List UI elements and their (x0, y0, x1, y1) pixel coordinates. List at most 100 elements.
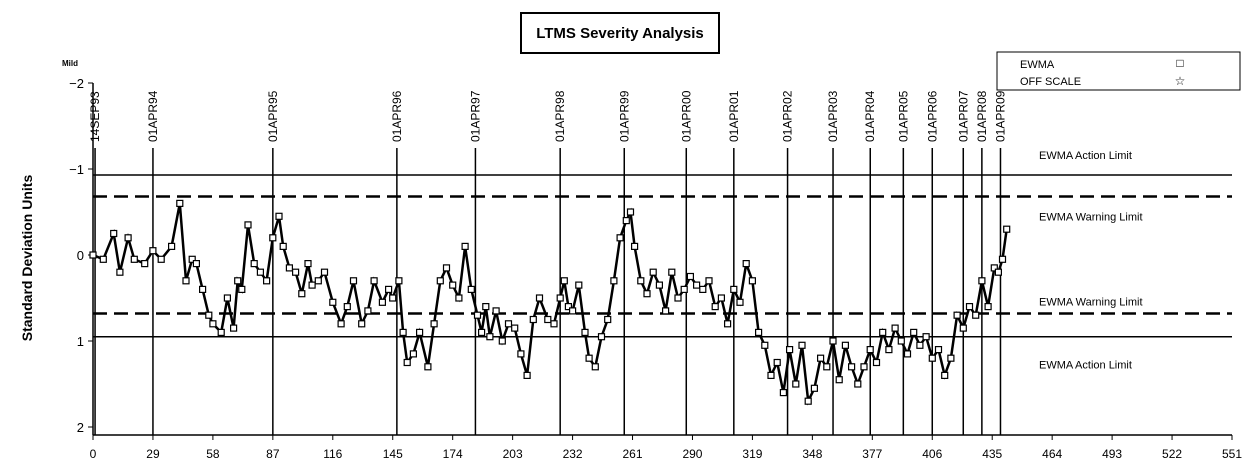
x-tick-label: 87 (266, 447, 280, 461)
ewma-point (965, 303, 974, 311)
date-marker-label: 14SEP93 (88, 91, 102, 142)
date-marker-layer: 14SEP93 01APR94 01APR95 01APR96 01APR97 01APR… (88, 90, 1007, 435)
ewma-point (130, 255, 138, 263)
ewma-point (994, 268, 1003, 276)
ewma-point (560, 277, 568, 285)
ewma-point (188, 255, 196, 263)
date-marker-label: 01APR01 (727, 90, 741, 142)
limit-layer: EWMA Action Limit EWMA Warning Limit EWMA … (93, 150, 1232, 372)
ewma-point (692, 281, 701, 289)
ewma-point (436, 277, 444, 285)
ewma-point (176, 199, 184, 207)
ewma-point (343, 303, 351, 311)
legend-label-off-scale: OFF SCALE (1020, 76, 1081, 88)
ewma-point (575, 281, 583, 289)
ewma-point (168, 242, 176, 250)
x-tick-label: 290 (682, 447, 702, 461)
ewma-point (461, 242, 469, 250)
ewma-point (581, 328, 589, 336)
ewma-point (182, 277, 190, 285)
date-marker-label: 01APR97 (468, 90, 482, 142)
ewma-point (717, 294, 726, 302)
ewma-point (891, 324, 899, 332)
ewma-point (947, 354, 955, 362)
legend-marker-ewma: □ (1176, 56, 1183, 70)
ewma-point (535, 294, 544, 302)
ewma-point (385, 285, 393, 293)
ewma-point (149, 247, 157, 255)
ewma-point (626, 208, 635, 216)
x-tick-label: 522 (1162, 447, 1182, 461)
date-marker-label: 01APR09 (993, 90, 1007, 142)
ewma-point (711, 303, 719, 311)
ewma-point (922, 333, 930, 341)
x-tick-label: 174 (443, 447, 463, 461)
ewma-point (298, 290, 306, 298)
date-marker-label: 01APR02 (781, 90, 795, 142)
ewma-point (705, 277, 713, 285)
ewma-point (785, 346, 794, 354)
ewma-point (430, 320, 438, 328)
limit-label: EWMA Warning Limit (1039, 212, 1143, 224)
ewma-point (467, 285, 475, 293)
ewma-point (209, 320, 217, 328)
y-tick-label: 1 (77, 334, 84, 349)
date-marker-label: 01APR05 (896, 90, 910, 142)
ewma-point (990, 264, 998, 272)
date-marker-label: 01APR04 (863, 90, 877, 142)
x-tick-label: 232 (563, 447, 583, 461)
ewma-point (89, 251, 97, 259)
x-tick-label: 0 (90, 447, 97, 461)
x-tick-label: 464 (1042, 447, 1062, 461)
ewma-point (455, 294, 463, 302)
ewma-point (879, 328, 887, 336)
x-tick-label: 145 (383, 447, 403, 461)
date-marker-label: 01APR99 (617, 90, 631, 142)
ewma-point (192, 260, 200, 268)
ewma-point (389, 294, 397, 302)
date-marker-label: 01APR08 (975, 90, 989, 142)
legend-label-ewma: EWMA (1020, 59, 1055, 71)
ewma-point (885, 346, 893, 354)
ewma-point (860, 363, 868, 371)
ewma-point (655, 281, 664, 289)
ewma-point (370, 277, 378, 285)
ewma-point (591, 363, 599, 371)
ewma-point (116, 268, 124, 276)
ewma-point (285, 264, 293, 272)
ewma-point (358, 320, 366, 328)
ewma-point (568, 307, 577, 315)
x-tick-label: 29 (146, 447, 160, 461)
x-tick-label: 348 (802, 447, 822, 461)
ewma-point (409, 350, 417, 358)
ewma-point (504, 320, 513, 328)
ewma-point (854, 380, 862, 388)
y-tick-label: −1 (69, 162, 84, 177)
ewma-point (329, 298, 337, 306)
ewma-point (643, 290, 651, 298)
ewma-point (110, 229, 118, 238)
ewma-point (449, 281, 457, 289)
x-tick-label: 58 (206, 447, 220, 461)
legend-marker-off-scale: ☆ (1175, 74, 1186, 88)
ewma-point (395, 277, 403, 285)
limit-label: EWMA Action Limit (1039, 150, 1132, 162)
date-marker-label: 01APR06 (925, 90, 939, 142)
ewma-point (279, 242, 287, 250)
ewma-point (199, 285, 207, 293)
date-marker-label: 01APR95 (266, 90, 280, 142)
ewma-point (723, 320, 732, 328)
ewma-point (959, 324, 967, 332)
ewma-point (866, 346, 874, 354)
ewma-point (686, 272, 695, 281)
ewma-point (680, 285, 688, 293)
ewma-point (972, 311, 980, 319)
ewma-point (897, 337, 905, 345)
date-marker-label: 01APR07 (956, 90, 970, 142)
ewma-point (978, 277, 986, 285)
ewma-point (604, 315, 612, 324)
limit-label: EWMA Action Limit (1039, 360, 1132, 372)
x-tick-label: 551 (1222, 447, 1242, 461)
